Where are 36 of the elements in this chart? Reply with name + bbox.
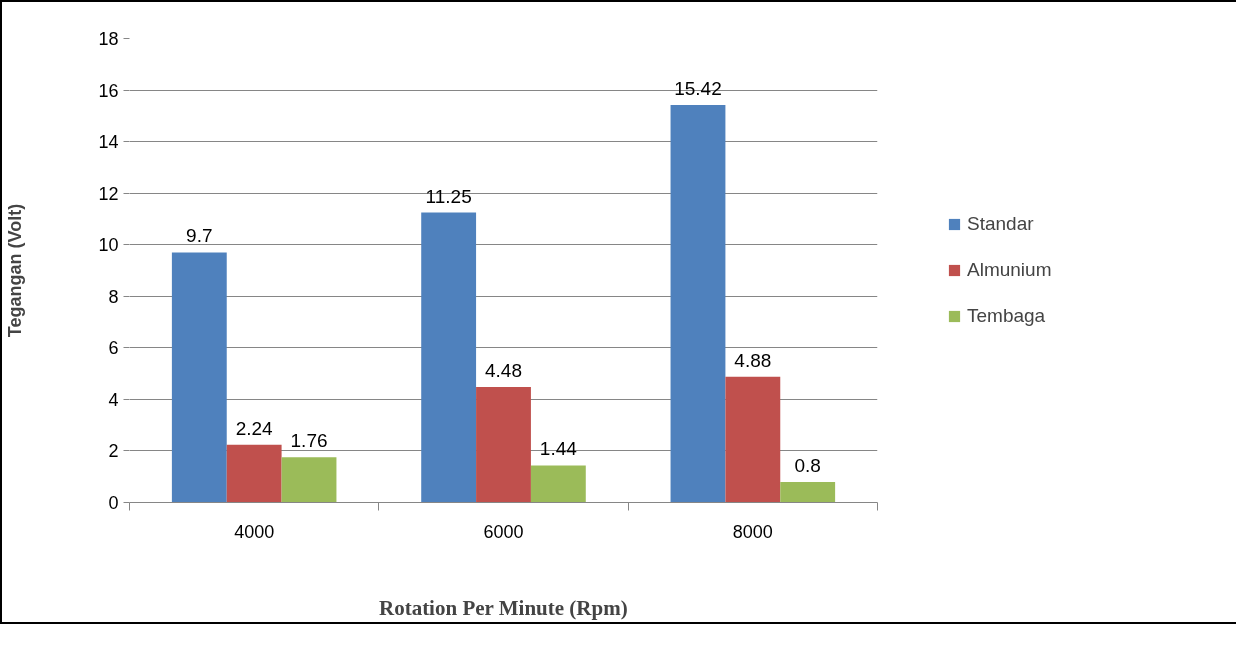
- bar: [780, 481, 836, 503]
- legend-label: Standar: [967, 213, 1034, 235]
- bar: [725, 376, 781, 503]
- y-tick-label: 4: [108, 389, 119, 410]
- x-tick-label: 4000: [234, 521, 275, 542]
- y-tick-label: 16: [98, 80, 119, 101]
- x-tick-label: 6000: [483, 521, 524, 542]
- data-label: 2.24: [235, 417, 274, 439]
- x-axis-title: Rotation Per Minute (Rpm): [378, 595, 628, 620]
- y-tick-label: 12: [98, 183, 119, 204]
- data-label: 4.48: [485, 360, 522, 382]
- bar: [670, 105, 726, 503]
- legend-label: Tembaga: [967, 305, 1046, 327]
- data-label: 4.88: [734, 349, 772, 371]
- data-label: 11.25: [425, 185, 472, 207]
- y-tick-label: 10: [98, 235, 119, 256]
- y-axis-title: Tegangan (Volt): [5, 203, 26, 338]
- x-tick-label: 8000: [732, 521, 773, 542]
- bar: [281, 457, 337, 503]
- bar: [530, 465, 586, 503]
- bar: [226, 444, 282, 503]
- data-label: 0.8: [794, 454, 821, 476]
- data-label: 9.7: [186, 225, 213, 247]
- data-label: 15.42: [674, 78, 722, 100]
- y-tick-label: 18: [98, 29, 119, 49]
- bar: [421, 212, 477, 503]
- y-tick-label: 14: [98, 132, 119, 153]
- y-tick-label: 2: [108, 441, 119, 462]
- y-tick-label: 8: [108, 286, 119, 307]
- data-label: 1.44: [539, 438, 578, 460]
- bar: [476, 387, 531, 503]
- data-label: 1.76: [290, 430, 328, 452]
- bar: [171, 252, 227, 503]
- y-tick-label: 6: [108, 338, 119, 359]
- legend-label: Almunium: [967, 259, 1052, 281]
- y-tick-label: 0: [108, 493, 119, 513]
